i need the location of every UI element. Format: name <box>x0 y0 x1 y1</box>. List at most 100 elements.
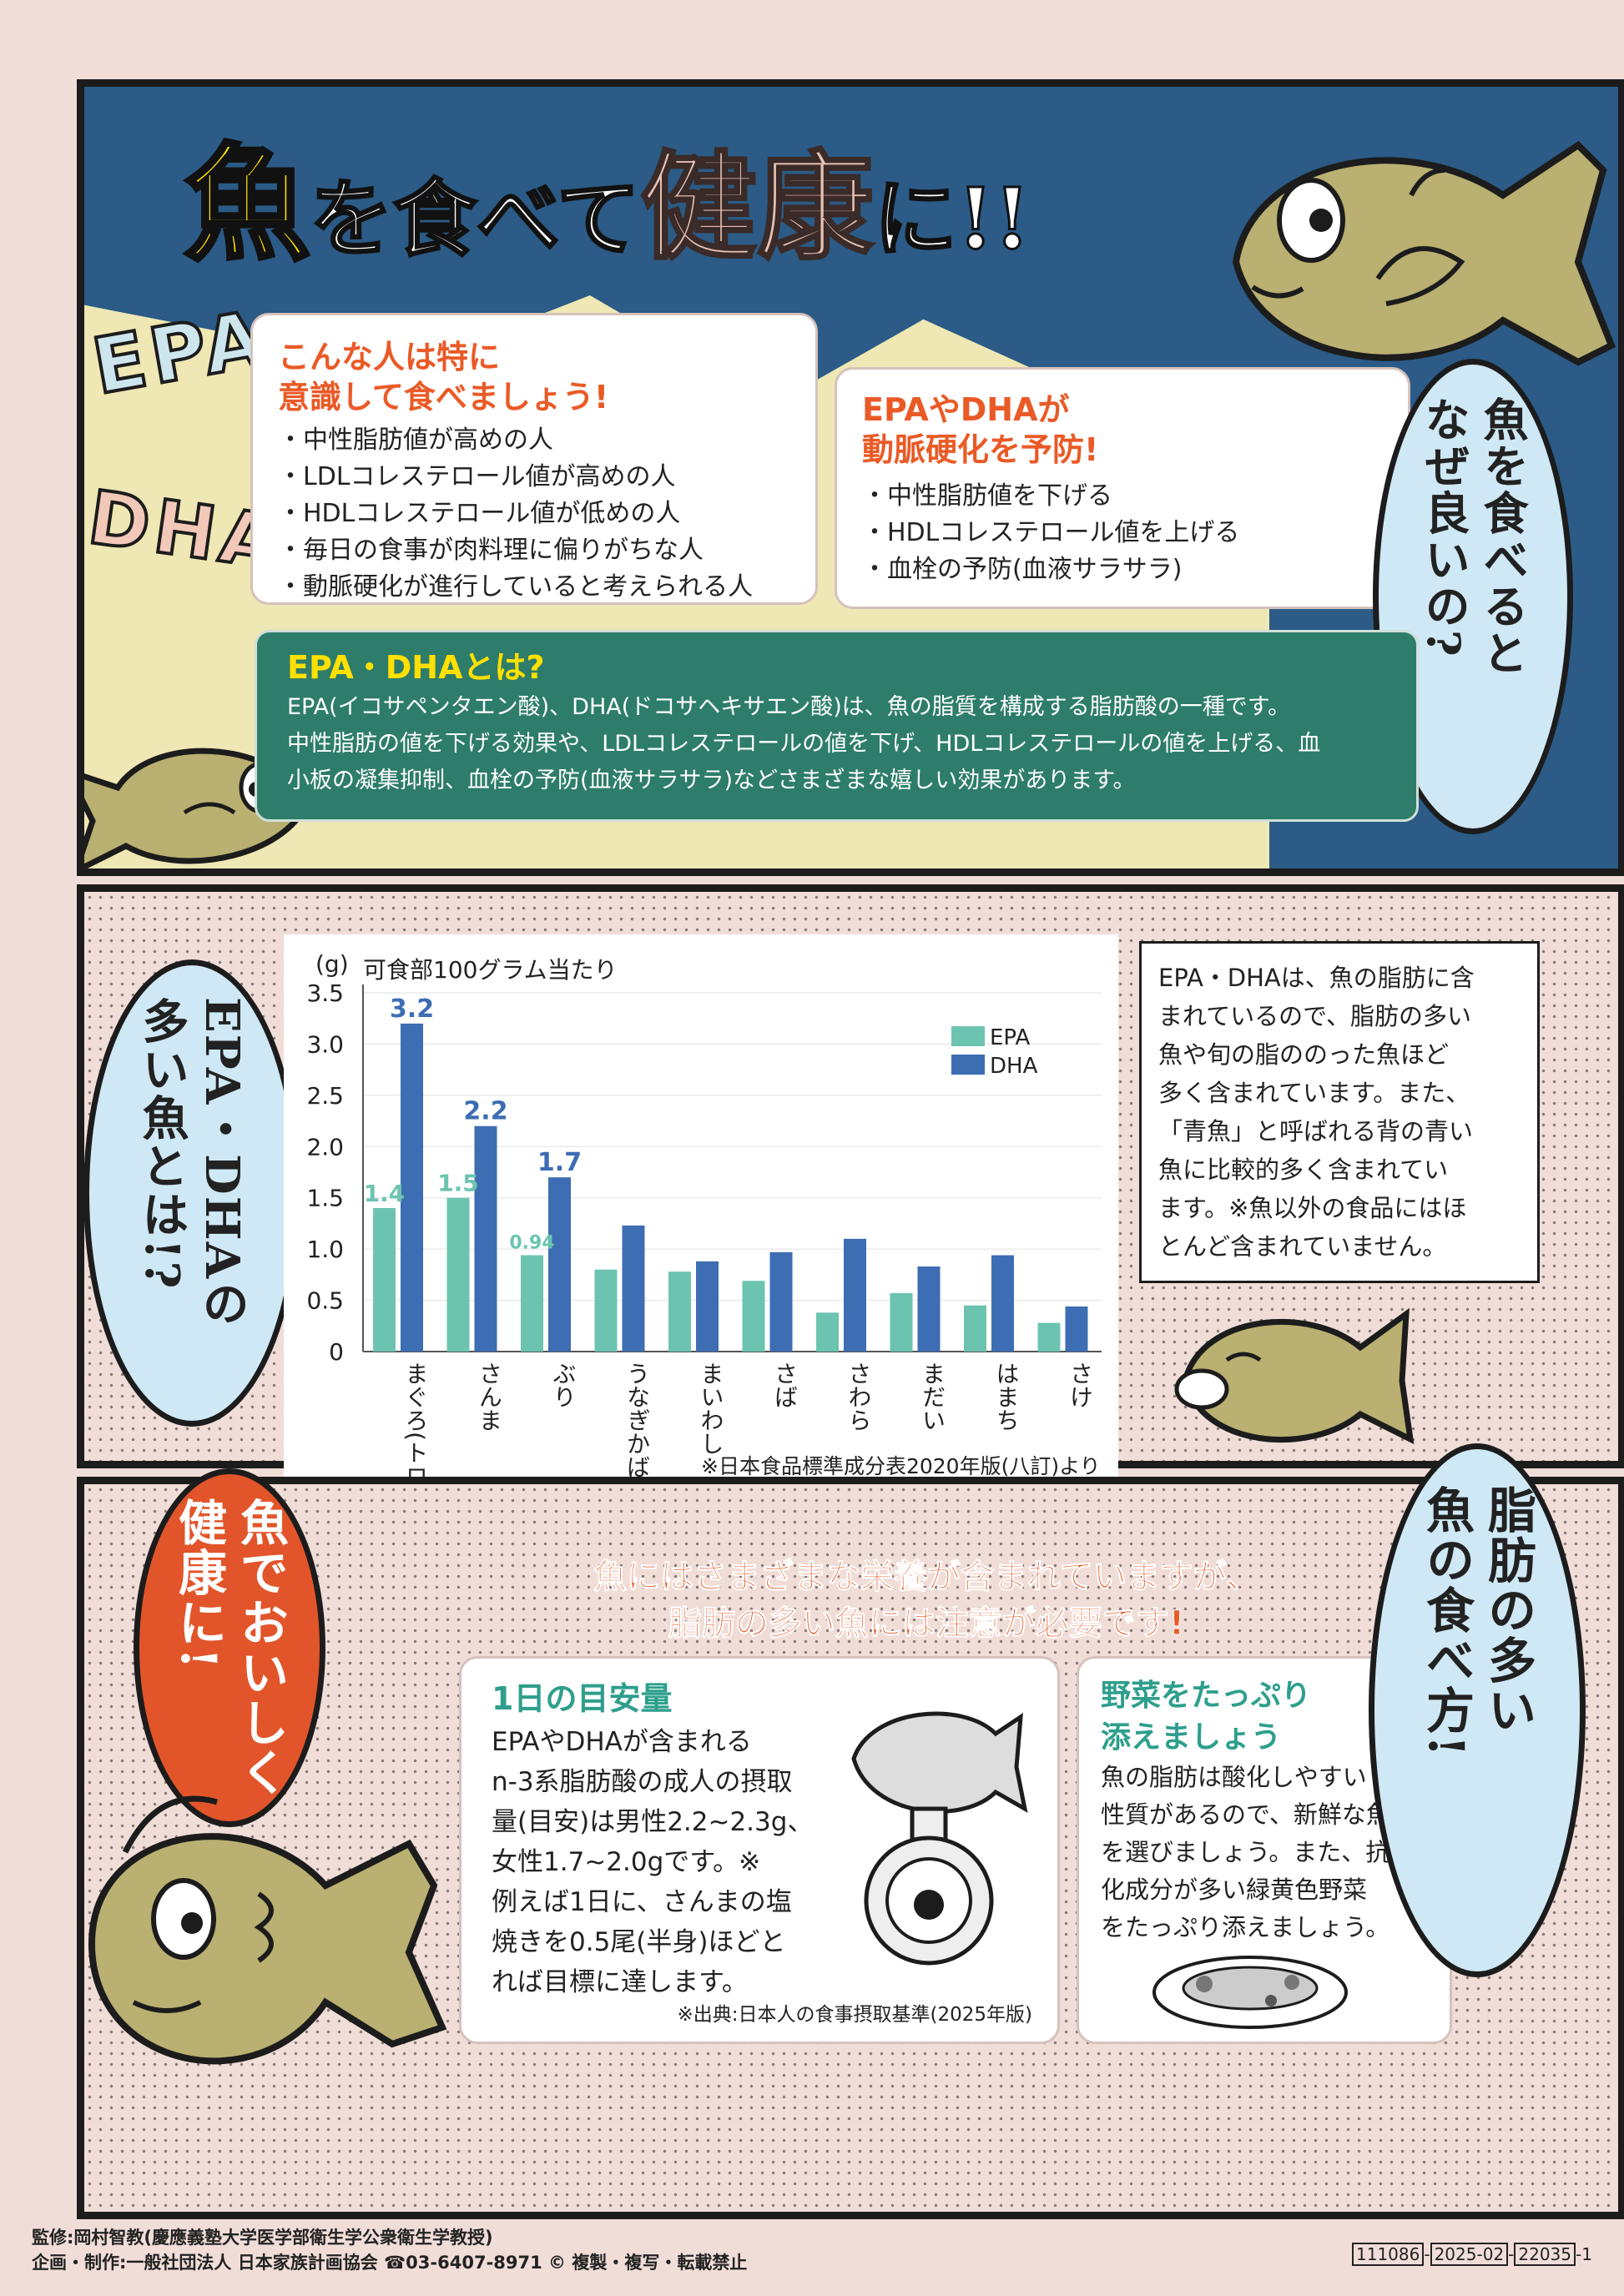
epa-dha-bar-chart: (g) 可食部100グラム当たり 0 0.5 1.0 1.5 2.0 2.5 3.0 3.5 まぐろ… <box>306 950 1102 1525</box>
fish-illustration-icon <box>1232 140 1616 366</box>
daily-line: 女性1.7~2.0gです。※ <box>492 1847 761 1877</box>
about-line: 中性脂肪の値を下げる効果や、LDLコレステロールの値を下げ、HDLコレステロール… <box>287 731 1321 757</box>
x-category-label: さんま <box>476 1362 503 1432</box>
veg-line: をたっぷり添えましょう。 <box>1101 1913 1390 1941</box>
bar-dha <box>769 1251 793 1352</box>
bar-dha <box>844 1238 866 1352</box>
title-end: に!! <box>873 169 1032 269</box>
x-category-label: さけ <box>1067 1362 1094 1408</box>
note-line: とんど含まれていません。 <box>1158 1232 1447 1261</box>
x-category-label: ぶり <box>550 1362 577 1408</box>
epa-data-label: 0.94 <box>509 1233 554 1254</box>
footer-publisher: 企画・制作:一般社団法人 日本家族計画協会 ☎03-6407-8971 © 複製… <box>32 2253 748 2273</box>
bar-epa <box>890 1292 913 1352</box>
x-category-label: まだい <box>919 1362 946 1432</box>
veg-line: 性質があるので、新鮮な魚 <box>1101 1800 1390 1829</box>
bar-epa <box>521 1255 543 1352</box>
chart-note-box: EPA・DHAは、魚の脂肪に含 まれているので、脂肪の多い 魚や旬の脂ののった魚… <box>1139 941 1540 1283</box>
list-item: ・血栓の予防(血液サラサラ) <box>862 555 1183 584</box>
healthy-bubble-text: 魚でおいしく 健康に! <box>170 1498 289 1798</box>
daily-heading: 1日の目安量 <box>492 1680 673 1717</box>
page-title: 魚を食べて健康に!! <box>182 103 1032 284</box>
x-category-label: うなぎかば焼き <box>623 1362 651 1477</box>
note-line: 多く含まれています。また、 <box>1158 1079 1470 1107</box>
how-to-eat-speech-bubble: 脂肪の多い 魚の食べ方! <box>1369 1443 1586 1977</box>
legend-label-epa: EPA <box>990 1025 1030 1050</box>
which-fish-speech-bubble: EPA・DHAの 多い魚とは!? <box>83 959 300 1427</box>
dha-data-label: 1.7 <box>537 1148 582 1177</box>
y-tick-label: 0 <box>329 1338 344 1366</box>
x-category-label: はまち <box>993 1362 1021 1432</box>
note-line: 魚に比較的多く含まれてい <box>1158 1156 1449 1184</box>
epa-data-label: 1.4 <box>364 1180 406 1207</box>
title-health: 健康 <box>639 138 875 278</box>
bar-dha <box>991 1255 1014 1352</box>
bar-epa <box>373 1208 396 1352</box>
daily-line: EPAやDHAが含まれる <box>492 1727 752 1757</box>
bar-dha <box>917 1266 941 1352</box>
note-line: 魚や旬の脂ののった魚ほど <box>1158 1040 1450 1069</box>
plate-icon <box>1152 1956 1348 2029</box>
title-fish: 魚 <box>182 129 311 280</box>
epa-data-label: 1.5 <box>437 1170 479 1197</box>
list-item: ・HDLコレステロール値が低めの人 <box>278 499 681 528</box>
note-line: 「青魚」と呼ばれる背の青い <box>1158 1117 1474 1145</box>
y-tick-label: 3.5 <box>306 979 344 1007</box>
target-people-box: こんな人は特に 意識して食べましょう! ・中性脂肪値が高めの人 ・LDLコレステ… <box>250 313 818 605</box>
x-category-label: まいわし <box>698 1362 725 1455</box>
bar-dha <box>622 1225 645 1352</box>
footer-code: 111086-2025-02-22035 -1 <box>1352 2243 1592 2266</box>
chart-container: (g) 可食部100グラム当たり 0 0.5 1.0 1.5 2.0 2.5 3.0 3.5 まぐろ… <box>284 934 1118 1525</box>
daily-line: 例えば1日に、さんまの塩 <box>492 1887 792 1917</box>
note-line: ます。※魚以外の食品にはほ <box>1158 1194 1467 1222</box>
bar-epa <box>668 1271 691 1352</box>
scale-icon <box>851 1711 1028 1966</box>
list-item: ・中性脂肪値を下げる <box>862 481 1112 511</box>
about-line: 小板の凝集抑制、血栓の予防(血液サラサラ)などさまざまな嬉しい効果があります。 <box>287 768 1136 793</box>
target-heading: こんな人は特に 意識して食べましょう! <box>278 339 609 415</box>
bar-dha <box>696 1261 719 1352</box>
title-mid: を食べて <box>309 169 642 269</box>
list-item: ・中性脂肪値が高めの人 <box>278 425 553 455</box>
fish-illustration-icon <box>88 1795 447 2065</box>
daily-line: n-3系脂肪酸の成人の摂取 <box>492 1767 793 1797</box>
note-line: EPA・DHAは、魚の脂肪に含 <box>1158 964 1475 992</box>
veg-line: 魚の脂肪は酸化しやすい <box>1101 1763 1367 1791</box>
caution-message: 魚にはさまざまな栄養が含まれていますが、 脂肪の多い魚には注意が必要です! <box>593 1558 1260 1644</box>
bar-epa <box>594 1269 618 1352</box>
about-line: EPA(イコサペンタエン酸)、DHA(ドコサヘキサエン酸)は、魚の脂質を構成する… <box>287 694 1291 720</box>
bar-epa <box>964 1305 986 1352</box>
bar-epa <box>1037 1322 1061 1352</box>
x-category-label: さば <box>771 1362 799 1408</box>
list-item: ・動脈硬化が進行していると考えられる人 <box>278 572 754 602</box>
why-bubble-text: 魚を食べると なぜ良いの? <box>1417 396 1529 677</box>
footer-supervisor: 監修:岡村智教(慶應義塾大学医学部衛生学公衆衛生学教授) <box>32 2228 493 2248</box>
daily-amount-box: 1日の目安量 EPAやDHAが含まれる n-3系脂肪酸の成人の摂取 量(目安)は… <box>459 1656 1060 2044</box>
dha-data-label: 3.2 <box>390 994 434 1024</box>
healthy-speech-bubble: 魚でおいしく 健康に! <box>134 1468 325 1827</box>
prevention-heading: EPAやDHAが 動脈硬化を予防! <box>862 391 1099 468</box>
legend-label-dha: DHA <box>990 1054 1038 1079</box>
legend-swatch-dha <box>951 1055 985 1075</box>
how-to-eat-bubble-text: 脂肪の多い 魚の食べ方! <box>1418 1485 1536 1759</box>
prevention-list: ・中性脂肪値を下げる ・HDLコレステロール値を上げる ・血栓の予防(血液サラサ… <box>862 478 1383 588</box>
y-axis-label: (g) <box>315 950 349 978</box>
y-tick-label: 2.0 <box>306 1133 344 1161</box>
bar-epa <box>446 1197 470 1352</box>
veg-heading: 野菜をたっぷり 添えましょう <box>1101 1679 1312 1755</box>
bar-dha <box>1065 1306 1088 1352</box>
y-tick-label: 1.5 <box>306 1185 344 1212</box>
daily-line: 焼きを0.5尾(半身)ほどと <box>492 1927 786 1957</box>
bar-dha <box>401 1023 423 1352</box>
bar-dha <box>548 1177 571 1352</box>
x-category-label: さわら <box>845 1362 873 1432</box>
veg-line: 化成分が多い緑黄色野菜 <box>1101 1876 1368 1904</box>
y-tick-label: 2.5 <box>306 1082 344 1110</box>
target-list: ・中性脂肪値が高めの人 ・LDLコレステロール値が高めの人 ・HDLコレステロー… <box>278 422 790 606</box>
which-bubble-text: EPA・DHAの 多い魚とは!? <box>134 997 250 1329</box>
x-category-label: まぐろ(トロ) <box>402 1362 430 1477</box>
prevention-box: EPAやDHAが 動脈硬化を予防! ・中性脂肪値を下げる ・HDLコレステロール… <box>835 367 1410 609</box>
y-tick-label: 0.5 <box>306 1287 344 1315</box>
daily-line: 量(目安)は男性2.2~2.3g、 <box>492 1807 814 1837</box>
y-tick-label: 1.0 <box>306 1236 344 1263</box>
